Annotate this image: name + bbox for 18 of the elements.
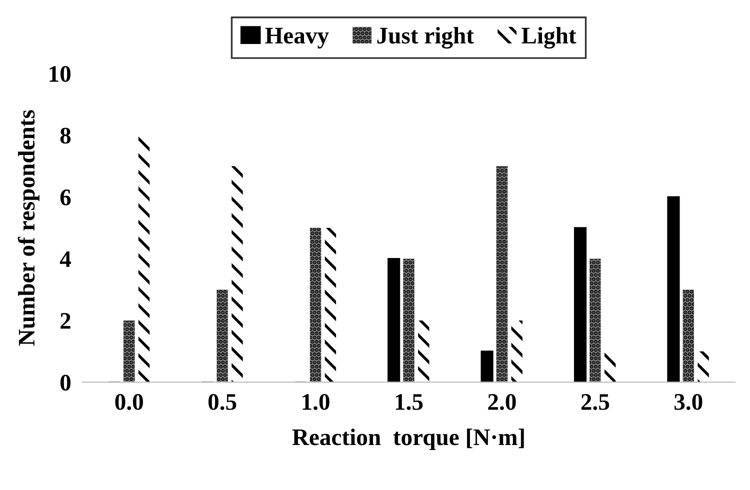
y-tick-label: 6 bbox=[60, 190, 71, 206]
y-tick-label: 4 bbox=[60, 251, 71, 267]
x-tick-label: 1.0 bbox=[302, 394, 330, 410]
legend-label: Just right bbox=[377, 26, 474, 49]
y-tick-label: 2 bbox=[60, 313, 70, 329]
x-tick-label: 0.0 bbox=[115, 394, 143, 410]
x-tick-label: 1.5 bbox=[396, 394, 423, 410]
y-tick-label: 8 bbox=[60, 128, 71, 144]
x-tick-label: 2.5 bbox=[581, 394, 610, 410]
y-tick-label: 0 bbox=[60, 374, 70, 391]
x-tick-label: 3.0 bbox=[674, 394, 702, 410]
x-axis-title: Reaction torque [N·m] bbox=[292, 428, 524, 450]
x-tick-label: 0.5 bbox=[208, 394, 236, 410]
y-axis-title: Number of respondents bbox=[18, 110, 40, 346]
legend-label: Heavy bbox=[265, 28, 329, 48]
x-tick-label: 2.0 bbox=[488, 394, 516, 410]
y-tick-label: 10 bbox=[50, 66, 70, 82]
legend-label: Light bbox=[522, 26, 576, 49]
